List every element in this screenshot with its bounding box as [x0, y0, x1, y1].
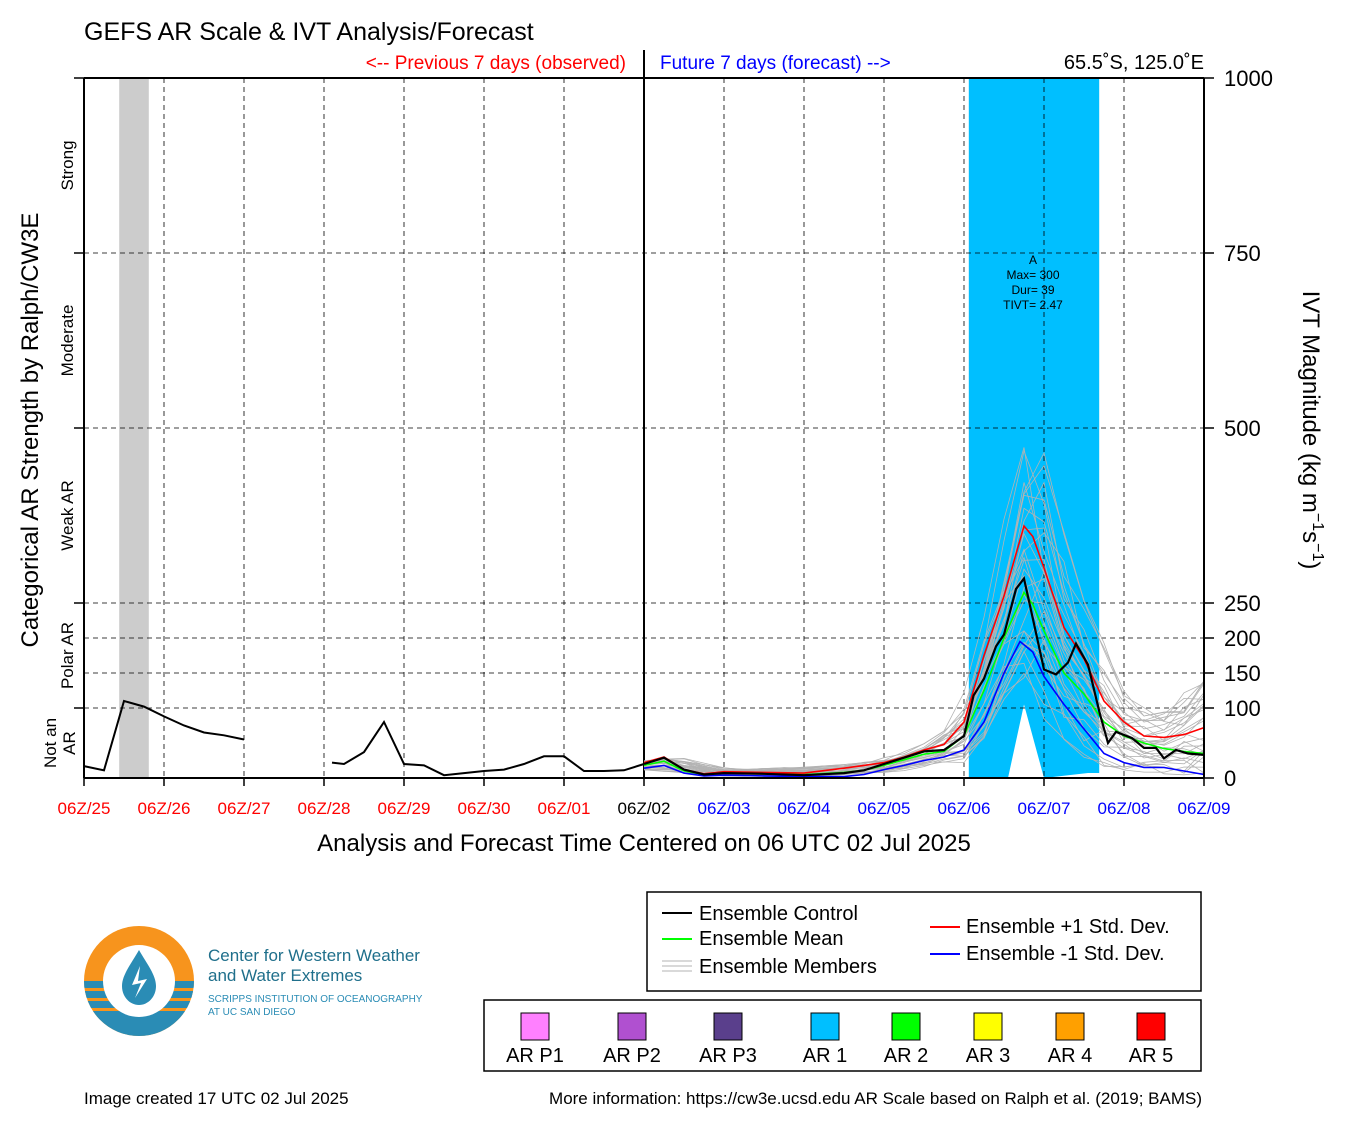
ensemble-member-25	[643, 447, 1205, 771]
y-tick-label-4: 250	[1224, 591, 1261, 616]
legend-members: Ensemble Members	[699, 956, 877, 978]
category-swatch-label-4: AR 2	[884, 1045, 928, 1067]
ensemble-member-29	[643, 451, 1205, 771]
observed-line-0	[83, 699, 245, 772]
category-swatch-label-3: AR 1	[803, 1045, 847, 1067]
x-tick-label-8: 06Z/03	[698, 799, 751, 818]
logo-line-1: Center for Western Weather	[208, 946, 420, 965]
y-axis-label-right-exp1: −1	[1309, 513, 1326, 531]
x-tick-label-0: 06Z/25	[58, 799, 111, 818]
ar-category-legend: AR P1 AR P2 AR P3 AR 1 AR 2 AR 3 AR 4 AR 5	[483, 999, 1202, 1072]
header-previous: <-- Previous 7 days (observed)	[366, 53, 626, 74]
category-swatch-2	[713, 1012, 743, 1041]
footer-info: More information: https://cw3e.ucsd.edu …	[549, 1089, 1202, 1108]
x-tick-label-2: 06Z/27	[218, 799, 271, 818]
grid-lines	[84, 78, 1204, 778]
ensemble-members	[643, 447, 1205, 778]
y-tick-label-6: 750	[1224, 241, 1261, 266]
x-tick-label-11: 06Z/06	[938, 799, 991, 818]
legend-minus-std: Ensemble -1 Std. Dev.	[966, 943, 1165, 965]
x-tick-label-10: 06Z/05	[858, 799, 911, 818]
legend-mean: Ensemble Mean	[699, 928, 844, 950]
location-label: 65.5˚S, 125.0˚E	[1064, 52, 1204, 74]
chart-title: GEFS AR Scale & IVT Analysis/Forecast	[84, 18, 534, 46]
x-tick-label-4: 06Z/29	[378, 799, 431, 818]
x-tick-label-14: 06Z/09	[1178, 799, 1231, 818]
category-swatch-0	[520, 1012, 550, 1041]
ar-annotation-line-3: TIVT= 2.47	[1003, 298, 1063, 312]
x-tick-label-9: 06Z/04	[778, 799, 831, 818]
category-swatch-label-0: AR P1	[506, 1045, 564, 1067]
category-swatch-6	[1055, 1012, 1085, 1041]
x-tick-label-12: 06Z/07	[1018, 799, 1071, 818]
category-swatch-label-2: AR P3	[699, 1045, 757, 1067]
y-axis-label-left: Categorical AR Strength by Ralph/CW3E	[17, 213, 44, 648]
y-tick-label-0: 0	[1224, 766, 1236, 791]
ensemble-member-28	[643, 464, 1205, 771]
category-swatch-4	[891, 1012, 921, 1041]
logo-line-3: SCRIPPS INSTITUTION OF OCEANOGRAPHY	[208, 994, 423, 1005]
logo-line-4: AT UC SAN DIEGO	[208, 1007, 296, 1018]
x-tick-label-13: 06Z/08	[1098, 799, 1151, 818]
ar-annotation-line-1: Max= 300	[1006, 268, 1059, 282]
ensemble-member-15	[643, 568, 1205, 774]
category-label-1: Moderate	[58, 305, 77, 377]
category-label-0: Strong	[58, 140, 77, 190]
ensemble-member-27	[643, 494, 1205, 771]
category-label-2: Weak AR	[58, 480, 77, 551]
y-tick-label-2: 150	[1224, 661, 1261, 686]
legend-control: Ensemble Control	[699, 903, 858, 925]
ensemble-member-9	[643, 630, 1205, 775]
y-axis-label-right-mid: s	[1297, 531, 1324, 543]
category-label-4-b: AR	[60, 731, 79, 755]
y-axis-label-right-main: IVT Magnitude (kg m	[1297, 291, 1324, 513]
ar-annotation-line-2: Dur= 39	[1011, 283, 1054, 297]
ensemble-member-18	[643, 559, 1205, 773]
footer-created: Image created 17 UTC 02 Jul 2025	[84, 1089, 349, 1108]
legend-plus-std: Ensemble +1 Std. Dev.	[966, 916, 1170, 938]
y-tick-label-3: 200	[1224, 626, 1261, 651]
ensemble-member-26	[643, 449, 1205, 772]
category-swatch-label-5: AR 3	[966, 1045, 1010, 1067]
x-axis-label: Analysis and Forecast Time Centered on 0…	[317, 830, 971, 857]
header-future: Future 7 days (forecast) -->	[660, 53, 891, 74]
x-tick-label-5: 06Z/30	[458, 799, 511, 818]
category-swatch-7	[1136, 1012, 1166, 1041]
category-swatch-label-1: AR P2	[603, 1045, 661, 1067]
ensemble-member-17	[643, 548, 1205, 773]
category-label-4-a: Not an	[41, 718, 60, 768]
y-axis-label-right-exp2: −1	[1309, 543, 1326, 561]
x-tick-label-1: 06Z/26	[138, 799, 191, 818]
category-swatch-label-6: AR 4	[1048, 1045, 1092, 1067]
y-tick-label-5: 500	[1224, 416, 1261, 441]
ar-annotation-line-0: A	[1029, 253, 1037, 267]
category-swatch-3	[810, 1012, 840, 1041]
x-tick-label-6: 06Z/01	[538, 799, 591, 818]
category-label-3: Polar AR	[58, 622, 77, 689]
line-legend: Ensemble Control Ensemble Mean Ensemble …	[646, 891, 1202, 992]
category-swatch-label-7: AR 5	[1129, 1045, 1173, 1067]
series-line-ensemble-1-std-dev-	[643, 640, 1205, 778]
series-line-ensemble-1-std-dev-	[643, 524, 1205, 775]
ensemble-member-12	[643, 578, 1205, 775]
y-axis-label-right: IVT Magnitude (kg m−1s−1)	[1297, 291, 1326, 570]
series-lines	[83, 524, 1205, 778]
category-swatch-1	[617, 1012, 647, 1041]
series-line-ensemble-control	[643, 575, 1205, 777]
y-tick-label-7: 1000	[1224, 66, 1273, 91]
category-swatch-5	[973, 1012, 1003, 1041]
y-axis-label-right-end: )	[1297, 561, 1324, 569]
cw3e-logo: Center for Western Weather and Water Ext…	[84, 926, 423, 1036]
observed-line-1	[331, 719, 645, 777]
ensemble-member-16	[643, 556, 1205, 774]
logo-line-2: and Water Extremes	[208, 966, 362, 985]
axes: 06Z/25 06Z/26 06Z/27 06Z/28 06Z/29 06Z/30 06Z/…	[41, 50, 1273, 818]
x-tick-label-7: 06Z/02	[618, 799, 671, 818]
y-tick-label-1: 100	[1224, 696, 1261, 721]
x-tick-label-3: 06Z/28	[298, 799, 351, 818]
